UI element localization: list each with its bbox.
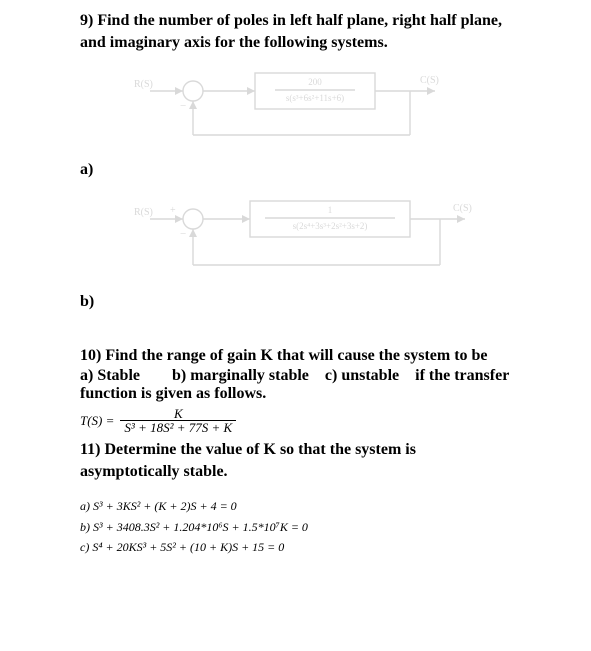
arrow-right-icon bbox=[242, 215, 250, 223]
arrow-up-icon bbox=[189, 101, 197, 109]
q9-heading: 9) Find the number of poles in left half… bbox=[80, 10, 511, 53]
q10-heading: 10) Find the range of gain K that will c… bbox=[80, 345, 511, 367]
q10-subparts: a) Stable b) marginally stable c) unstab… bbox=[80, 367, 511, 403]
q9a-tf-den: s(s³+6s²+11s+6) bbox=[286, 93, 344, 103]
q10-transfer-function: T(S) = K S³ + 18S² + 77S + K bbox=[80, 407, 511, 435]
q9b-input: R(S) bbox=[134, 207, 153, 218]
arrow-right-icon bbox=[175, 87, 183, 95]
minus-sign: − bbox=[180, 100, 186, 112]
q10-opt-b: b) marginally stable bbox=[172, 367, 309, 384]
q11-heading: 11) Determine the value of K so that the… bbox=[80, 439, 511, 482]
q9a-output: C(S) bbox=[420, 75, 439, 86]
q10-tf-num: K bbox=[170, 407, 187, 421]
q10-opt-c: c) unstable bbox=[325, 367, 399, 384]
summing-junction-icon bbox=[183, 81, 203, 101]
arrow-right-icon bbox=[247, 87, 255, 95]
plus-sign: + bbox=[170, 205, 176, 216]
q10-tf-lhs: T(S) = bbox=[80, 413, 114, 429]
summing-junction-icon bbox=[183, 209, 203, 229]
q11-eq-b: b) S³ + 3408.3S² + 1.204*10⁶S + 1.5*10⁷K… bbox=[80, 517, 511, 537]
q11-eq-a: a) S³ + 3KS² + (K + 2)S + 4 = 0 bbox=[80, 496, 511, 516]
q9a-input: R(S) bbox=[134, 79, 153, 90]
q10-opt-a: a) Stable bbox=[80, 367, 140, 384]
q9b-label: b) bbox=[80, 293, 511, 311]
q9b-tf-den: s(2s⁴+3s³+2s²+3s+2) bbox=[293, 221, 368, 231]
q10-tf-den: S³ + 18S² + 77S + K bbox=[120, 420, 236, 435]
q9a-label: a) bbox=[80, 161, 511, 179]
q9b-diagram: R(S) + 1 s(2s⁴+3s³+2s²+3s+2) C(S) − bbox=[80, 195, 511, 289]
q9a-tf-num: 200 bbox=[308, 77, 322, 87]
q9a-diagram: R(S) 200 s(s³+6s²+11s+6) C(S) − bbox=[80, 67, 511, 157]
q9b-tf-num: 1 bbox=[328, 205, 333, 215]
arrow-up-icon bbox=[189, 229, 197, 237]
minus-sign: − bbox=[180, 228, 186, 240]
q11-eq-c: c) S⁴ + 20KS³ + 5S² + (10 + K)S + 15 = 0 bbox=[80, 537, 511, 557]
arrow-right-icon bbox=[175, 215, 183, 223]
arrow-right-icon bbox=[427, 87, 435, 95]
q11-equations: a) S³ + 3KS² + (K + 2)S + 4 = 0 b) S³ + … bbox=[80, 496, 511, 557]
arrow-right-icon bbox=[457, 215, 465, 223]
q9b-output: C(S) bbox=[453, 203, 472, 214]
